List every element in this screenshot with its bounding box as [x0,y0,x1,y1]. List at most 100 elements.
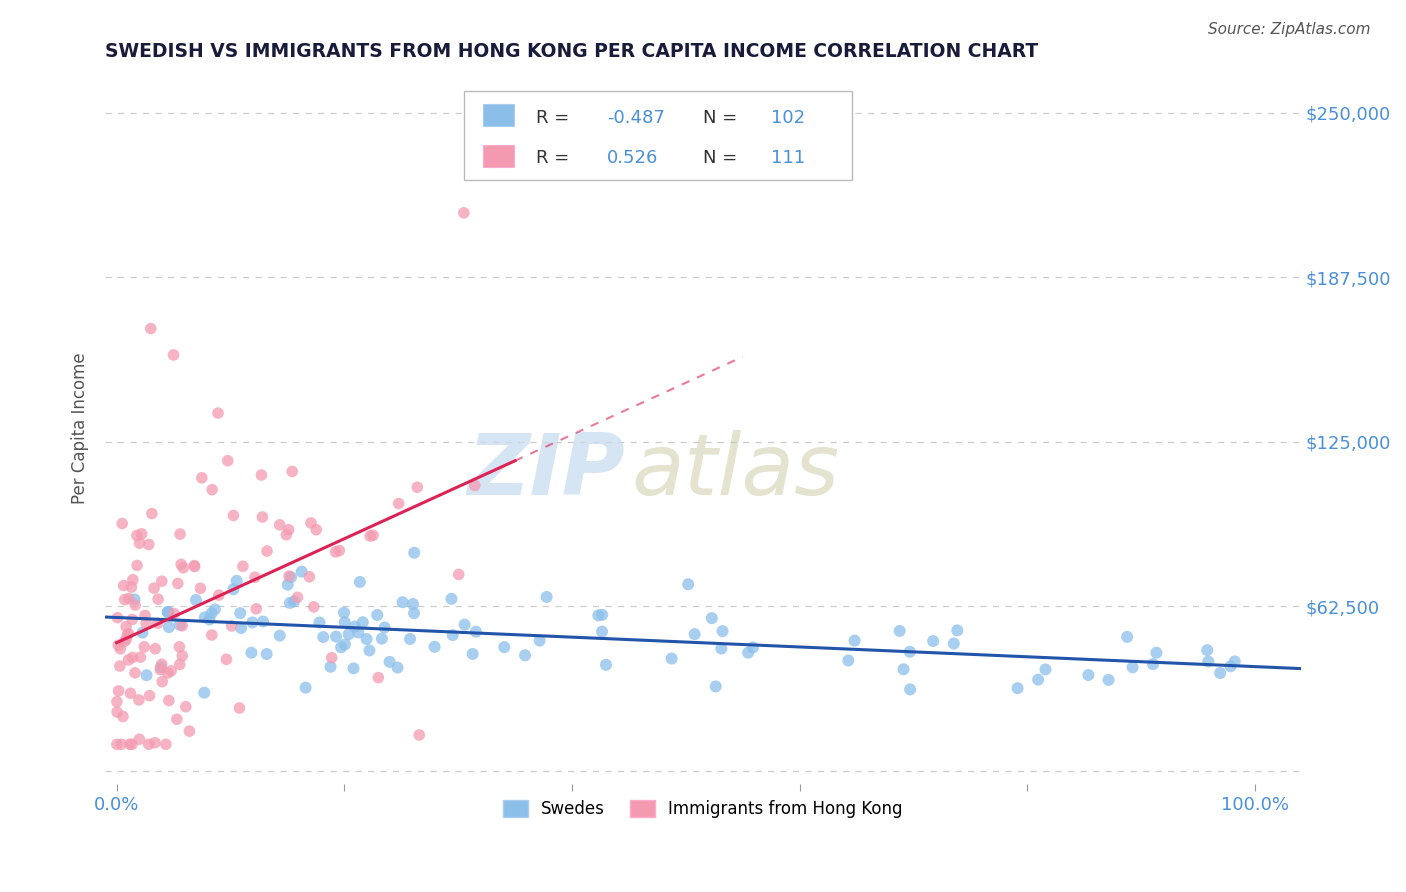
Point [1219,659,1241,673]
Point [387,660,409,674]
Point [280,570,302,584]
Point [110,641,132,656]
Point [402,597,425,611]
Point [169,657,191,672]
Point [163,607,186,621]
Point [513,648,536,663]
Point [156,605,179,619]
Point [215,652,238,666]
Point [922,634,945,648]
Point [183,558,205,573]
Point [256,544,278,558]
Point [595,657,617,672]
Point [128,693,150,707]
Point [141,507,163,521]
Point [166,712,188,726]
Point [120,580,142,594]
Point [1116,630,1139,644]
Point [228,701,250,715]
Text: ZIP: ZIP [468,430,626,513]
Point [406,480,429,494]
Point [276,528,298,542]
Point [423,640,446,654]
Point [183,559,205,574]
Point [291,565,314,579]
Point [184,593,207,607]
Point [1026,673,1049,687]
Point [591,607,613,622]
Point [107,684,129,698]
Point [298,570,321,584]
Text: 0.526: 0.526 [607,150,658,168]
Point [138,737,160,751]
Point [494,640,516,655]
Point [1077,668,1099,682]
Point [256,647,278,661]
Point [146,592,169,607]
Point [105,695,128,709]
Point [198,612,221,626]
Point [124,598,146,612]
Point [232,559,254,574]
Point [121,612,143,626]
Point [1197,655,1219,669]
Point [150,574,173,589]
Point [135,668,157,682]
Point [146,616,169,631]
Point [294,681,316,695]
Text: N =: N = [703,109,742,127]
Point [399,632,422,646]
Point [536,590,558,604]
Point [440,591,463,606]
FancyBboxPatch shape [484,145,515,167]
Point [1097,673,1119,687]
Point [121,650,143,665]
Point [898,645,921,659]
Point [366,607,388,622]
Point [124,665,146,680]
Point [281,464,304,478]
Point [118,737,141,751]
Point [710,641,733,656]
Point [343,619,366,633]
Point [1035,662,1057,676]
Point [352,615,374,630]
Point [121,737,143,751]
Point [138,537,160,551]
Point [225,574,247,588]
Point [308,615,330,630]
Point [222,582,245,597]
Point [278,569,301,583]
Point [125,558,148,573]
Point [193,686,215,700]
Point [120,686,142,700]
Point [388,496,411,510]
Point [325,545,347,559]
Point [240,646,263,660]
Point [201,483,224,497]
Text: -0.487: -0.487 [607,109,665,127]
Point [114,592,136,607]
Point [250,468,273,483]
Point [252,510,274,524]
Point [207,406,229,420]
Text: R =: R = [536,150,581,168]
Point [464,478,486,492]
Text: SWEDISH VS IMMIGRANTS FROM HONG KONG PER CAPITA INCOME CORRELATION CHART: SWEDISH VS IMMIGRANTS FROM HONG KONG PER… [105,42,1039,61]
Point [676,577,699,591]
Point [128,732,150,747]
Point [149,660,172,674]
Point [143,581,166,595]
Point [169,640,191,654]
Point [359,643,381,657]
Point [208,588,231,602]
Point [160,664,183,678]
Point [333,606,356,620]
Point [243,570,266,584]
Point [200,607,222,621]
Point [356,632,378,646]
Point [166,576,188,591]
Point [107,610,129,624]
Point [156,605,179,619]
Point [162,348,184,362]
